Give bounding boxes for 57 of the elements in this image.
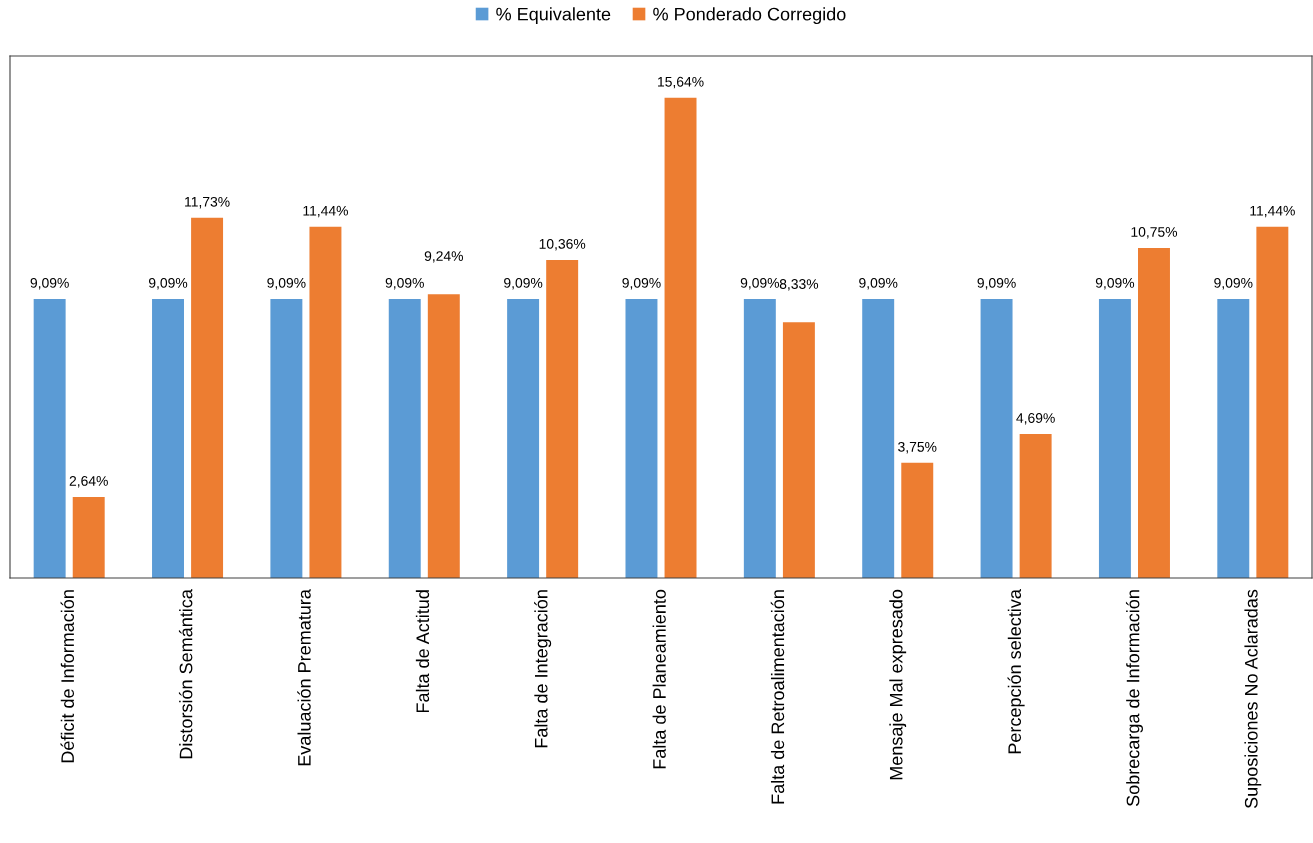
bar xyxy=(507,298,540,578)
bar xyxy=(72,496,105,578)
x-tick-label: Déficit de Información xyxy=(60,590,75,763)
bar xyxy=(270,298,303,578)
data-label: 9,09% xyxy=(859,277,898,290)
data-label: 9,09% xyxy=(1214,277,1253,290)
x-tick-label: Percepción selectiva xyxy=(1007,589,1025,754)
bar xyxy=(664,97,697,578)
legend-label: % Ponderado Corregido xyxy=(653,7,846,25)
bar xyxy=(191,217,224,578)
bar xyxy=(743,298,776,578)
data-label: 4,69% xyxy=(1016,413,1055,425)
x-tick-label: Evaluación Prematura xyxy=(297,589,311,766)
data-label: 2,64% xyxy=(69,476,108,488)
bar xyxy=(782,322,815,578)
bar xyxy=(388,298,421,578)
x-tick-label: Mensaje Mal expresado xyxy=(889,589,907,780)
x-tick-label: Falta de Actitud xyxy=(415,590,430,713)
data-label: 3,75% xyxy=(898,441,937,454)
bar xyxy=(427,294,460,578)
x-tick-label: Sobrecarga de Información xyxy=(1125,590,1143,807)
bar xyxy=(1098,298,1131,578)
bar xyxy=(1138,247,1170,578)
data-label: 9,09% xyxy=(267,277,306,290)
data-label: 9,09% xyxy=(30,277,69,290)
bar xyxy=(309,226,342,578)
bar xyxy=(1256,226,1289,578)
data-label: 9,09% xyxy=(148,277,188,290)
data-label: 9,09% xyxy=(504,277,543,290)
x-tick-label: Distorsión Semántica xyxy=(178,589,193,759)
x-tick-label: Falta de Retroalimentación xyxy=(770,590,785,804)
data-label: 9,24% xyxy=(424,251,463,263)
data-label: 9,09% xyxy=(977,277,1016,290)
bar xyxy=(1217,298,1250,578)
x-tick-label: Suposiciones No Aclaradas xyxy=(1244,589,1262,809)
bar xyxy=(980,298,1013,578)
data-label: 9,09% xyxy=(740,277,780,290)
x-tick-label: Falta de Integración xyxy=(534,590,552,748)
data-label: 11,44% xyxy=(1250,205,1295,218)
data-label: 11,44% xyxy=(303,205,348,218)
bar xyxy=(33,298,66,578)
data-label: 11,73% xyxy=(185,196,230,209)
bar xyxy=(152,298,184,578)
data-label: 9,09% xyxy=(385,277,424,290)
bar xyxy=(901,462,934,578)
legend-label: % Equivalente xyxy=(496,7,611,25)
data-label: 9,09% xyxy=(622,277,661,290)
data-label: 15,64% xyxy=(658,76,704,89)
bar xyxy=(625,298,658,578)
data-label: 9,09% xyxy=(1095,277,1135,290)
x-tick-label: Falta de Planeamiento xyxy=(652,589,666,769)
bar xyxy=(862,298,895,578)
data-label: 10,36% xyxy=(539,238,586,251)
bar xyxy=(546,259,579,578)
data-label: 10,75% xyxy=(1131,227,1178,239)
bar xyxy=(1019,433,1052,578)
data-label: 8,33% xyxy=(779,279,819,291)
